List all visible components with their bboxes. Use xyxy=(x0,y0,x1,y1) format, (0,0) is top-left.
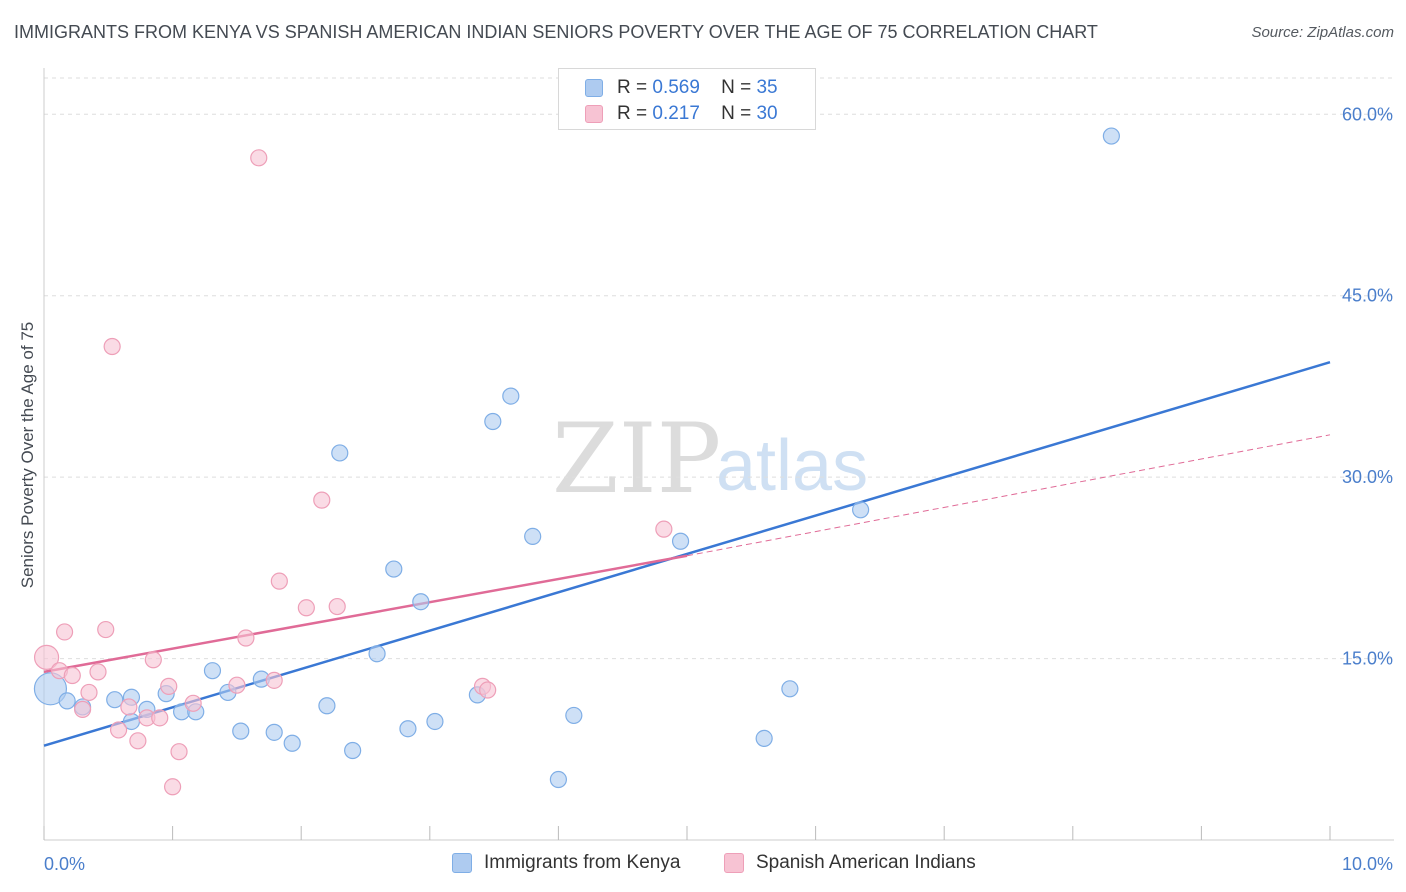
point-series0-22 xyxy=(412,593,430,611)
point-series1-3 xyxy=(63,666,81,685)
point-series0-20 xyxy=(385,560,403,578)
point-series0-30 xyxy=(671,532,690,550)
x-tick-label-0: 0.0% xyxy=(44,854,85,874)
point-series0-26 xyxy=(502,387,520,405)
point-series1-2 xyxy=(55,623,74,641)
point-series1-4 xyxy=(73,700,92,718)
correlation-legend: R = 0.569 N = 35 R = 0.217 N = 30 xyxy=(558,68,816,130)
point-series1-16 xyxy=(164,778,182,796)
point-series0-25 xyxy=(484,412,502,431)
watermark-atlas: atlas xyxy=(716,426,868,506)
tick-labels: 15.0% 30.0% 45.0% 60.0% 0.0% 10.0% xyxy=(44,104,1393,874)
point-series1-9 xyxy=(109,721,128,739)
point-series0-29 xyxy=(565,706,583,725)
point-series0-17 xyxy=(331,444,349,462)
axes xyxy=(43,68,1394,841)
point-series1-26 xyxy=(328,597,346,616)
bottom-legend-label-kenya: Immigrants from Kenya xyxy=(484,852,681,873)
gridlines xyxy=(44,77,1394,660)
point-series1-21 xyxy=(250,149,268,167)
point-series1-25 xyxy=(313,491,331,509)
point-series0-16 xyxy=(318,697,336,715)
point-series1-22 xyxy=(265,671,283,689)
point-series0-15 xyxy=(283,734,301,752)
point-series1-10 xyxy=(120,698,138,716)
point-series0-32 xyxy=(781,680,799,698)
point-series0-3 xyxy=(106,691,124,709)
point-series1-20 xyxy=(237,629,255,647)
y-tick-label-2: 45.0% xyxy=(1342,286,1393,306)
point-series1-11 xyxy=(129,732,147,750)
legend-r-value-kenya: 0.569 xyxy=(652,77,700,98)
legend-n-label: N = xyxy=(721,103,752,124)
legend-r-label: R = xyxy=(617,103,648,124)
point-series1-28 xyxy=(479,681,497,699)
point-series1-18 xyxy=(184,694,202,712)
point-series0-10 xyxy=(203,662,222,680)
point-series1-23 xyxy=(270,572,288,590)
point-series0-1 xyxy=(58,692,76,710)
source-label: Source: ZipAtlas.com xyxy=(1251,24,1394,41)
point-series1-17 xyxy=(170,743,188,761)
point-series0-19 xyxy=(368,645,386,663)
x-tick-label-1: 10.0% xyxy=(1342,854,1393,874)
point-series0-0 xyxy=(33,672,68,706)
point-series0-18 xyxy=(344,741,362,760)
legend-n-value-spanish-american-indians: 30 xyxy=(756,103,778,124)
data-points xyxy=(33,127,1120,796)
point-series1-13 xyxy=(144,651,162,669)
point-series1-8 xyxy=(103,337,121,356)
legend-swatch-spanish-american-indians xyxy=(585,105,603,123)
watermark-zip: ZIP xyxy=(552,403,721,515)
point-series0-21 xyxy=(399,720,417,738)
point-series1-15 xyxy=(160,677,178,695)
bottom-legend-label-spanish-american-indians: Spanish American Indians xyxy=(756,852,976,873)
point-series0-31 xyxy=(755,729,773,748)
point-series0-28 xyxy=(549,770,568,789)
point-series1-24 xyxy=(297,599,315,617)
point-series0-12 xyxy=(232,722,250,740)
point-series1-29 xyxy=(655,520,673,538)
chart-title: IMMIGRANTS FROM KENYA VS SPANISH AMERICA… xyxy=(14,22,1098,42)
point-series0-34 xyxy=(1102,127,1120,145)
point-series1-5 xyxy=(80,683,98,702)
trend-line-spanish-american-indians xyxy=(43,554,688,674)
legend-r-value-spanish-american-indians: 0.217 xyxy=(652,103,700,124)
legend-swatch-kenya xyxy=(585,79,603,97)
point-series0-23 xyxy=(426,712,444,731)
point-series0-27 xyxy=(524,527,542,546)
point-series1-6 xyxy=(89,663,107,681)
point-series1-7 xyxy=(97,620,115,639)
point-series1-0 xyxy=(33,644,60,670)
legend-n-value-kenya: 35 xyxy=(756,77,778,98)
y-tick-label-1: 30.0% xyxy=(1342,467,1393,487)
legend-n-label: N = xyxy=(721,77,752,98)
bottom-legend-swatch-kenya xyxy=(452,853,472,873)
point-series1-19 xyxy=(228,676,246,694)
watermark: ZIP atlas xyxy=(552,403,868,515)
point-series0-14 xyxy=(265,723,283,741)
y-tick-label-3: 60.0% xyxy=(1342,104,1393,124)
trend-line-spanish-american-indians-extension xyxy=(686,434,1331,557)
y-tick-label-0: 15.0% xyxy=(1342,649,1393,669)
legend-r-label: R = xyxy=(617,77,648,98)
bottom-legend-swatch-spanish-american-indians xyxy=(724,853,744,873)
point-series0-33 xyxy=(852,501,870,519)
point-series1-14 xyxy=(151,709,169,727)
